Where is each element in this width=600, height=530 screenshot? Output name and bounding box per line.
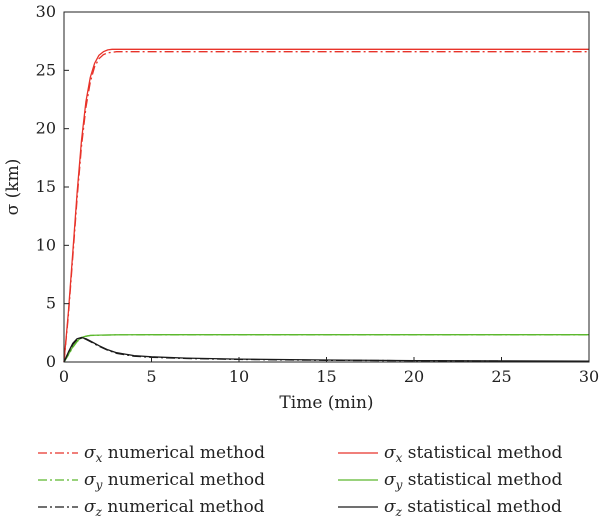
series-line-y-statistical [63, 334, 589, 363]
y-axis-label: σ (km) [3, 159, 23, 216]
series-line-x-numerical [63, 51, 589, 363]
legend-label: σx numerical method [84, 443, 265, 465]
series-line-x-statistical [63, 48, 589, 363]
legend-label: σy numerical method [84, 470, 265, 492]
x-tick-label: 15 [316, 367, 336, 386]
legend-label: σz statistical method [384, 497, 562, 519]
legend-label: σz numerical method [84, 497, 265, 519]
x-tick-label: 25 [491, 367, 511, 386]
y-tick-label: 20 [36, 119, 56, 138]
y-tick-label: 30 [36, 2, 56, 21]
plot-frame [63, 11, 590, 363]
y-tick-label: 0 [46, 352, 56, 371]
axis-ticks [63, 11, 590, 363]
y-tick-label: 5 [46, 294, 56, 313]
legend-label: σy statistical method [384, 470, 562, 492]
axis-tick-labels: 0 5 10 15 20 25 30 0 5 10 15 20 25 30 [36, 2, 600, 386]
x-tick-label: 20 [404, 367, 424, 386]
x-tick-label: 30 [579, 367, 599, 386]
legend-label: σx statistical method [384, 443, 562, 465]
x-tick-label: 5 [146, 367, 156, 386]
y-tick-label: 15 [36, 177, 56, 196]
y-tick-label: 10 [36, 235, 56, 254]
x-tick-label: 10 [229, 367, 249, 386]
legend: σx numerical method σx statistical method… [38, 443, 562, 519]
plot-lines [63, 48, 590, 363]
y-tick-label: 25 [36, 60, 56, 79]
series-line-z-statistical [63, 336, 590, 363]
x-axis-label: Time (min) [279, 393, 373, 413]
x-tick-label: 0 [59, 367, 69, 386]
